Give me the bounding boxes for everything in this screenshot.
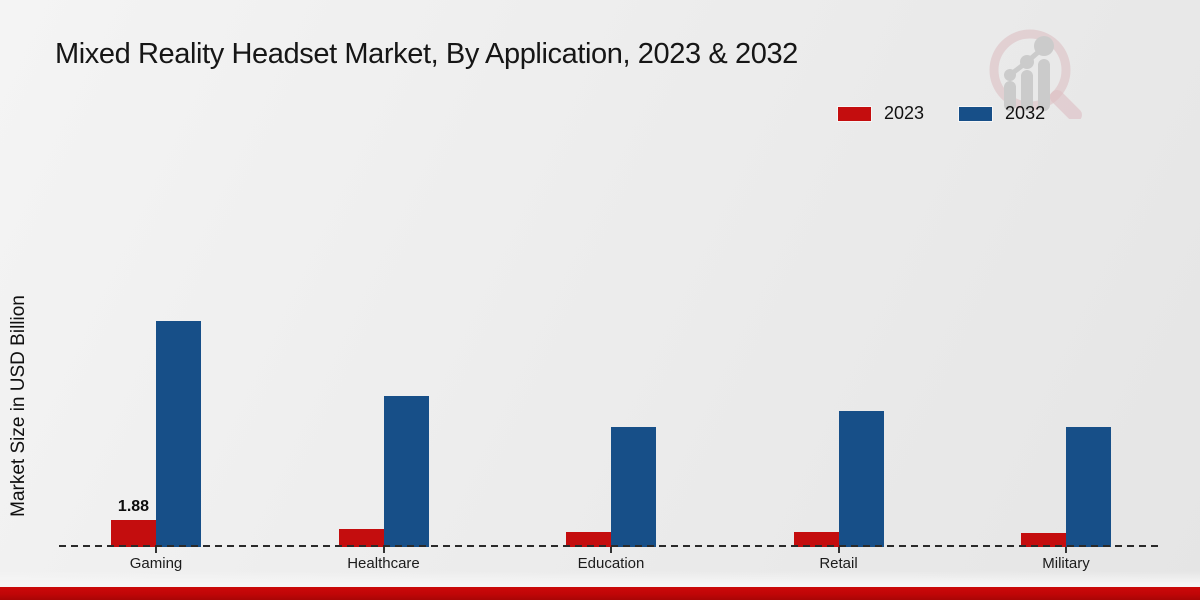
bar-value-label-gaming-2023: 1.88 (117, 498, 150, 515)
x-axis-tick (837, 547, 840, 553)
magnifier-growth-logo-icon (983, 24, 1083, 124)
bar-2032-healthcare (383, 396, 429, 547)
x-axis-baseline (59, 545, 1159, 547)
category-label-retail: Retail (819, 555, 858, 572)
category-label-healthcare: Healthcare (347, 555, 420, 572)
legend-item-2023: 2023 (838, 103, 924, 124)
x-axis-tick (610, 547, 612, 553)
legend: 2023 2032 (838, 103, 1045, 124)
footer-red-stripe (0, 587, 1200, 600)
legend-item-2032: 2032 (959, 103, 1045, 124)
x-axis-tick (155, 547, 157, 553)
category-label-military: Military (1042, 555, 1090, 572)
x-axis-tick (382, 547, 385, 553)
legend-swatch-2032 (959, 106, 993, 121)
category-label-education: Education (577, 555, 645, 572)
legend-label-2023: 2023 (884, 103, 925, 123)
bar-2032-gaming (156, 321, 201, 547)
legend-swatch-2023 (838, 106, 871, 121)
x-axis-tick (1065, 547, 1067, 553)
bar-2023-healthcare (338, 529, 384, 547)
category-label-gaming: Gaming (129, 555, 183, 572)
bar-2023-education (566, 532, 611, 547)
bar-2023-military (1021, 533, 1066, 547)
chart-title: Mixed Reality Headset Market, By Applica… (55, 38, 798, 70)
bar-2032-education (611, 427, 656, 547)
legend-label-2032: 2032 (1005, 103, 1046, 123)
bar-2023-retail (793, 532, 839, 547)
footer-light-band (0, 571, 1200, 587)
bar-2023-gaming (111, 520, 156, 547)
bar-2032-retail (838, 411, 884, 547)
bar-2032-military (1066, 427, 1111, 547)
